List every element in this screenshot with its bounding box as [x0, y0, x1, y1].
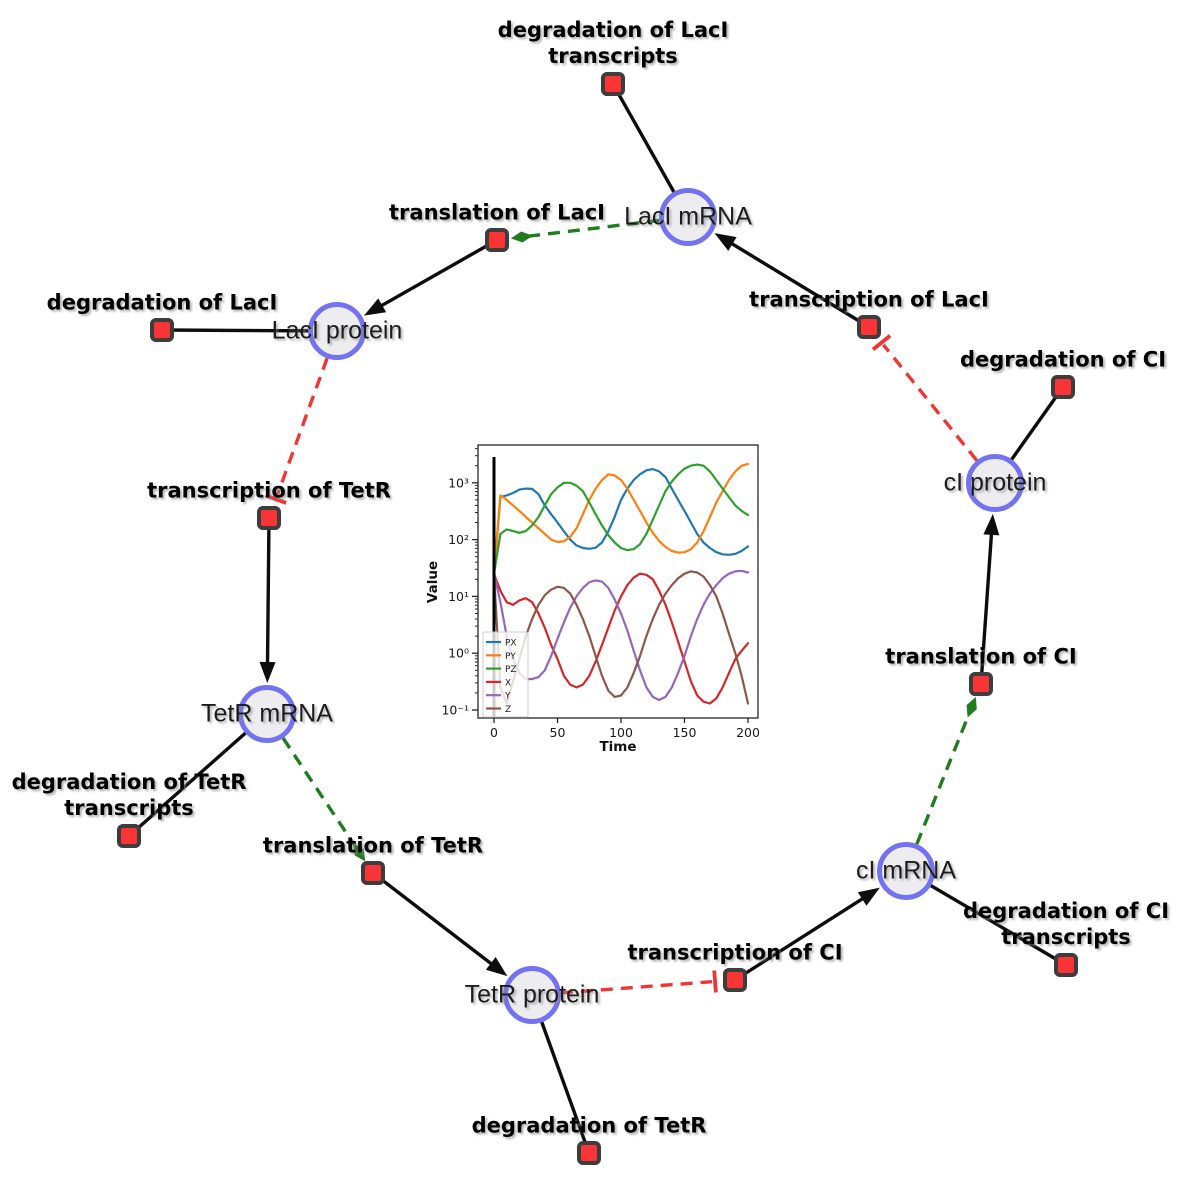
species-label-laci-protein: LacI protein: [271, 316, 403, 345]
reaction-node-deg-ci-transcripts: [1054, 953, 1078, 977]
edge-translation-laci--laci-protein: [363, 238, 498, 316]
legend-label-PZ: PZ: [505, 665, 517, 675]
species-label-laci-mrna: LacI mRNA: [624, 202, 752, 231]
chart-frame: [477, 444, 759, 719]
reaction-label-transcription-laci: transcription of LacI: [749, 287, 989, 312]
edge-transcription-tetr--tetr-mrna: [259, 517, 276, 684]
legend-label-X: X: [505, 678, 511, 688]
reaction-node-transcription-tetr: [257, 506, 281, 530]
reaction-label-transcription-ci: transcription of CI: [627, 940, 843, 965]
edge-transcription-ci--ci-mrna: [734, 887, 880, 982]
chart-legend: PX PY PZ XYZ: [482, 631, 529, 718]
arrowhead: [857, 887, 880, 906]
arrowhead: [259, 661, 276, 684]
activation-arrowhead: [966, 696, 977, 718]
plot-background: [478, 445, 758, 718]
activation-arrowhead: [510, 231, 533, 243]
species-label-tetr-protein: TetR protein: [464, 980, 600, 1009]
reaction-node-transcription-ci: [723, 968, 747, 992]
x-tick-label: 50: [550, 725, 566, 740]
x-tick-label: 100: [609, 725, 633, 740]
reaction-node-translation-ci: [969, 672, 993, 696]
species-label-ci-mrna: cI mRNA: [856, 856, 956, 885]
reaction-node-deg-laci: [150, 318, 174, 342]
reaction-label-deg-laci-transcripts: degradation of LacI transcripts: [497, 18, 729, 69]
y-tick-label: 10²: [448, 532, 469, 547]
reaction-label-deg-ci-transcripts: degradation of CI transcripts: [962, 899, 1170, 950]
inset-chart: 0 50 100 150 20010⁻¹10⁰10¹10²10³TimeValuePXP…: [425, 444, 760, 755]
arrowhead: [983, 513, 1000, 536]
y-axis-label: Value: [425, 561, 441, 603]
x-tick-label: 0: [490, 725, 498, 740]
series-line-PY: [492, 462, 750, 575]
reaction-node-translation-laci: [485, 228, 509, 252]
y-tick-label: 10³: [448, 475, 469, 490]
species-label-ci-protein: cI protein: [943, 468, 1047, 497]
reaction-node-transcription-laci: [857, 315, 881, 339]
reaction-label-deg-tetr-transcripts: degradation of TetR transcripts: [11, 770, 247, 821]
series-line-PZ: [492, 463, 750, 575]
reaction-node-translation-tetr: [361, 861, 385, 885]
legend-label-Y: Y: [504, 692, 511, 702]
legend-label-PX: PX: [505, 639, 517, 649]
reaction-label-translation-laci: translation of LacI: [389, 200, 605, 225]
reaction-label-transcription-tetr: transcription of TetR: [147, 478, 391, 503]
reaction-node-deg-laci-transcripts: [601, 72, 625, 96]
edge-translation-tetr--tetr-protein: [371, 871, 508, 977]
reaction-label-translation-ci: translation of CI: [885, 644, 1077, 669]
x-axis-label: Time: [599, 739, 636, 755]
y-tick-label: 10⁰: [448, 646, 469, 661]
series-line-PX: [492, 468, 750, 575]
arrowhead: [714, 233, 737, 251]
legend-label-Z: Z: [505, 705, 511, 715]
y-tick-label: 10¹: [448, 589, 469, 604]
reaction-label-deg-laci: degradation of LacI: [46, 290, 278, 315]
reaction-node-deg-ci: [1051, 375, 1075, 399]
arrowhead: [485, 956, 508, 977]
series-line-Y: [492, 569, 750, 702]
reaction-node-deg-tetr: [577, 1141, 601, 1165]
species-label-tetr-mrna: TetR mRNA: [201, 699, 333, 728]
x-tick-label: 200: [736, 725, 760, 740]
reaction-label-deg-tetr: degradation of TetR: [471, 1113, 707, 1138]
arrowhead: [363, 298, 387, 316]
y-tick-label: 10⁻¹: [441, 703, 469, 718]
inhibition-bar: [712, 970, 718, 993]
legend-box: [482, 631, 529, 718]
series-line-Z: [492, 570, 750, 705]
reaction-node-deg-tetr-transcripts: [117, 824, 141, 848]
reaction-label-translation-tetr: translation of TetR: [262, 833, 484, 858]
x-tick-label: 150: [673, 725, 697, 740]
series-line-X: [492, 572, 750, 705]
legend-label-PY: PY: [505, 652, 516, 662]
edge-ci-mrna--translation-ci: [915, 696, 977, 845]
reaction-label-deg-ci: degradation of CI: [959, 347, 1167, 372]
